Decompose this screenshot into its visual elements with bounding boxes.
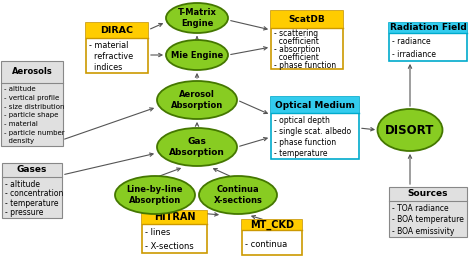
Text: - size distribution: - size distribution <box>4 104 64 110</box>
FancyBboxPatch shape <box>242 219 302 230</box>
Text: - particle shape: - particle shape <box>4 112 58 118</box>
Ellipse shape <box>166 3 228 33</box>
Text: ScatDB: ScatDB <box>289 15 325 24</box>
Text: Continua
X-sections: Continua X-sections <box>214 185 263 205</box>
Text: - continua: - continua <box>245 240 287 249</box>
Text: Radiation Field: Radiation Field <box>390 24 466 32</box>
FancyBboxPatch shape <box>2 162 62 218</box>
Text: - X-sections: - X-sections <box>146 242 194 251</box>
Text: - lines: - lines <box>146 228 171 238</box>
Text: Gases: Gases <box>17 166 47 174</box>
Text: HITRAN: HITRAN <box>154 212 196 222</box>
Text: indices: indices <box>89 63 122 72</box>
Text: coefficient: coefficient <box>274 37 319 46</box>
Ellipse shape <box>157 81 237 119</box>
FancyBboxPatch shape <box>271 97 359 113</box>
Text: - scattering: - scattering <box>274 29 318 38</box>
Text: Line-by-line
Absorption: Line-by-line Absorption <box>127 185 183 205</box>
FancyBboxPatch shape <box>242 219 302 255</box>
FancyBboxPatch shape <box>86 23 148 73</box>
Text: coefficient: coefficient <box>274 53 319 62</box>
Text: Gas
Absorption: Gas Absorption <box>169 137 225 157</box>
Text: Mie Engine: Mie Engine <box>171 51 223 60</box>
Text: - irradiance: - irradiance <box>392 50 436 59</box>
FancyBboxPatch shape <box>86 23 148 38</box>
FancyBboxPatch shape <box>271 11 343 69</box>
Text: - material: - material <box>4 121 38 127</box>
FancyBboxPatch shape <box>389 23 467 61</box>
Text: - temperature: - temperature <box>5 199 58 208</box>
Text: - pressure: - pressure <box>5 208 44 217</box>
Text: - absorption: - absorption <box>274 45 320 54</box>
Ellipse shape <box>115 176 195 214</box>
Text: - altitude: - altitude <box>4 87 36 92</box>
Text: Optical Medium: Optical Medium <box>275 100 355 110</box>
Ellipse shape <box>377 109 443 151</box>
Text: - phase function: - phase function <box>274 138 336 147</box>
Text: density: density <box>4 138 34 144</box>
Text: Sources: Sources <box>408 189 448 198</box>
Text: - TOA radiance: - TOA radiance <box>392 204 448 213</box>
Text: MT_CKD: MT_CKD <box>250 220 294 230</box>
FancyBboxPatch shape <box>389 187 467 237</box>
Text: - material: - material <box>89 41 128 50</box>
Text: DIRAC: DIRAC <box>100 26 134 35</box>
Text: - vertical profile: - vertical profile <box>4 95 59 101</box>
Text: - optical depth: - optical depth <box>274 116 330 125</box>
Text: Aerosol
Absorption: Aerosol Absorption <box>171 90 223 110</box>
Text: - BOA emissivity: - BOA emissivity <box>392 227 455 236</box>
FancyBboxPatch shape <box>271 97 359 159</box>
Text: DISORT: DISORT <box>385 124 435 136</box>
Text: - concentration: - concentration <box>5 189 64 198</box>
FancyBboxPatch shape <box>271 11 343 28</box>
FancyBboxPatch shape <box>389 23 467 33</box>
Text: - particle number: - particle number <box>4 130 64 135</box>
Text: T-Matrix
Engine: T-Matrix Engine <box>178 8 217 28</box>
Ellipse shape <box>199 176 277 214</box>
Text: - phase function: - phase function <box>274 61 336 70</box>
Ellipse shape <box>166 40 228 70</box>
Text: - altitude: - altitude <box>5 179 40 189</box>
FancyBboxPatch shape <box>143 211 208 224</box>
Text: - temperature: - temperature <box>274 149 328 158</box>
Text: - BOA temperature: - BOA temperature <box>392 215 464 224</box>
Text: - radiance: - radiance <box>392 37 430 46</box>
Text: Aerosols: Aerosols <box>12 68 52 76</box>
FancyBboxPatch shape <box>143 211 208 253</box>
FancyBboxPatch shape <box>1 61 63 146</box>
Ellipse shape <box>157 128 237 166</box>
Text: - single scat. albedo: - single scat. albedo <box>274 127 351 136</box>
Text: refractive: refractive <box>89 52 133 61</box>
